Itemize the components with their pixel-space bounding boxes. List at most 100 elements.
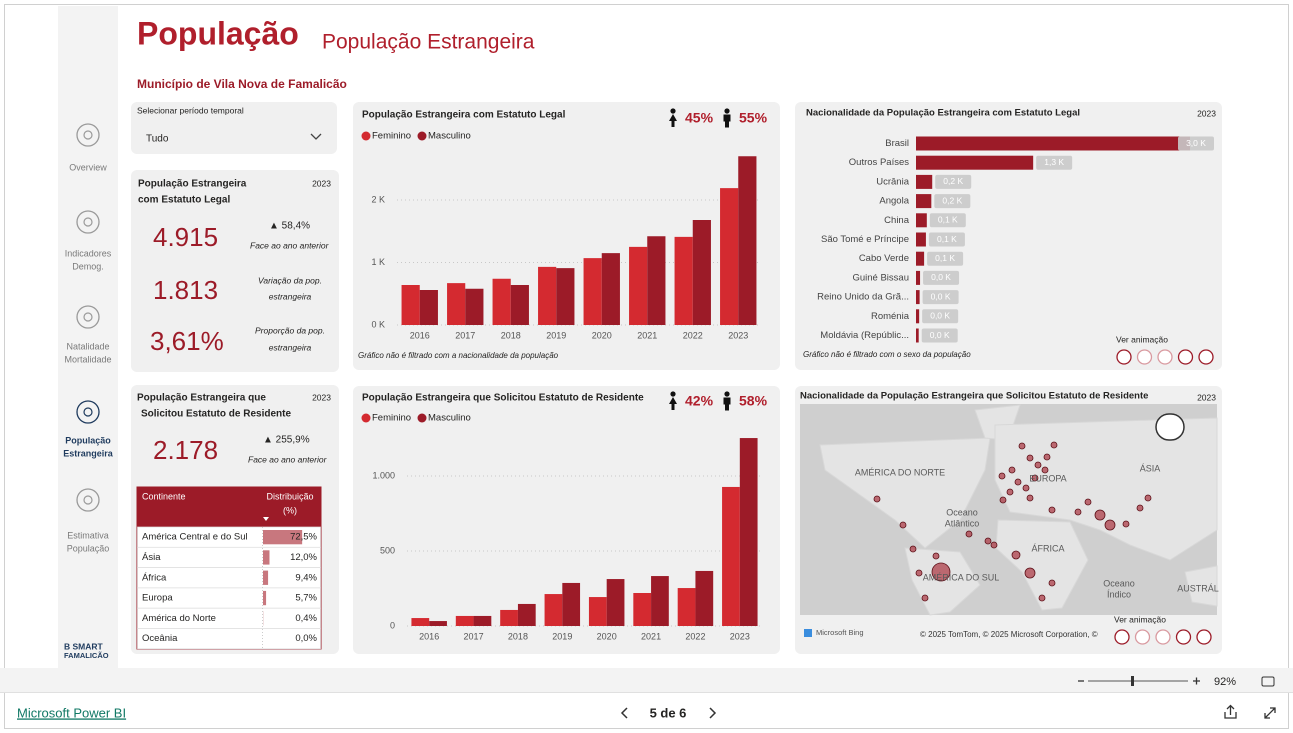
map-bubble[interactable] <box>999 496 1007 504</box>
map-bubble[interactable] <box>909 545 917 553</box>
play-button[interactable] <box>1157 349 1173 365</box>
label-box <box>934 194 971 209</box>
nav-icon[interactable] <box>76 210 100 234</box>
kpi-value: 4.915 <box>153 222 218 252</box>
nav-label[interactable]: Demog. <box>72 261 104 271</box>
dropdown[interactable] <box>137 127 330 149</box>
map-bubble[interactable] <box>1034 461 1042 469</box>
kpi-note: Variação da pop. <box>258 275 322 285</box>
kpi-value: 2.178 <box>153 435 218 465</box>
map-bubble[interactable] <box>1006 488 1014 496</box>
map-bubble[interactable] <box>998 472 1006 480</box>
chart-note: Gráfico não é filtrado com o sexo da pop… <box>803 350 971 359</box>
map-bubble[interactable] <box>1104 519 1116 531</box>
play-button[interactable] <box>1175 629 1192 645</box>
play-button[interactable] <box>1196 629 1212 645</box>
map-bubble[interactable] <box>1122 520 1130 528</box>
map-bubble[interactable] <box>1084 498 1092 506</box>
play-button[interactable] <box>1136 349 1153 365</box>
legend-swatch <box>361 131 371 141</box>
map-bubble[interactable] <box>899 521 907 529</box>
nav-label[interactable]: Natalidade <box>66 341 109 351</box>
table-cell: 5,7% <box>295 593 317 604</box>
prev-page[interactable] <box>620 707 628 719</box>
map-bubble[interactable] <box>1022 484 1030 492</box>
label-box <box>929 213 966 228</box>
play-button[interactable] <box>1134 629 1151 645</box>
x-tick-label: 2023 <box>730 631 750 641</box>
map-bubble[interactable] <box>1050 441 1058 449</box>
map-select-button[interactable] <box>1155 413 1185 441</box>
map-bubble[interactable] <box>1011 550 1021 560</box>
map-bubble[interactable] <box>873 495 881 503</box>
map-bubble[interactable] <box>1018 442 1026 450</box>
nav-icon[interactable] <box>76 488 100 512</box>
map-bubble[interactable] <box>1014 478 1022 486</box>
bar <box>916 213 927 228</box>
column-header: Distribuição <box>266 491 313 501</box>
label-box <box>935 174 972 189</box>
nav-label[interactable]: População <box>65 435 111 445</box>
legend-swatch <box>417 131 427 141</box>
fullscreen-button[interactable] <box>1264 707 1276 719</box>
zoom-plus[interactable] <box>1193 677 1200 685</box>
label-box <box>922 309 959 324</box>
play-button[interactable] <box>1155 629 1171 645</box>
logo: B SMART <box>64 641 104 651</box>
map-bubble[interactable] <box>990 541 998 549</box>
play-button[interactable] <box>1177 349 1194 365</box>
map-bubble[interactable] <box>921 594 929 602</box>
map-bubble[interactable] <box>965 530 973 538</box>
map-bubble[interactable] <box>1094 509 1106 521</box>
table-cell: 72,5% <box>290 532 317 543</box>
bar <box>720 188 739 325</box>
zoom-thumb[interactable] <box>1131 676 1134 686</box>
table-row <box>137 628 321 650</box>
play-button[interactable] <box>1114 629 1130 645</box>
card-title: População Estrangeira <box>138 179 247 190</box>
map-bubble[interactable] <box>1048 579 1056 587</box>
table-cell: 12,0% <box>290 552 317 563</box>
play-button[interactable] <box>1198 349 1214 365</box>
animation-label: Ver animação <box>1114 614 1166 624</box>
map-bubble[interactable] <box>1048 506 1056 514</box>
map-bubble[interactable] <box>1074 508 1082 516</box>
map-bubble[interactable] <box>1008 466 1016 474</box>
chart-title: População Estrangeira com Estatuto Legal <box>362 110 566 121</box>
map-bubble[interactable] <box>1043 453 1051 461</box>
nav-label[interactable]: Estimativa <box>67 530 109 540</box>
map-bubble[interactable] <box>932 552 940 560</box>
map-bubble[interactable] <box>1026 494 1034 502</box>
nav-label[interactable]: Mortalidade <box>64 354 111 364</box>
map-bubble[interactable] <box>984 537 992 545</box>
map-bubble[interactable] <box>1041 466 1049 474</box>
fit-page[interactable] <box>1261 676 1275 687</box>
dropdown-value[interactable]: Tudo <box>146 134 169 145</box>
nav-icon[interactable] <box>76 400 100 424</box>
chart-subtitle: 2023 <box>1197 108 1216 118</box>
map-bubble[interactable] <box>1038 594 1046 602</box>
bar <box>916 155 1034 170</box>
map-bubble[interactable] <box>1026 454 1034 462</box>
nav-icon[interactable] <box>76 123 100 147</box>
map-title: Nacionalidade da População Estrangeira q… <box>800 391 1148 402</box>
map-bubble[interactable] <box>1024 567 1036 579</box>
map-bubble[interactable] <box>931 562 951 582</box>
map-bubble[interactable] <box>915 569 923 577</box>
label-box <box>928 232 965 247</box>
share-button[interactable] <box>1224 704 1237 719</box>
nav-label[interactable]: Estrangeira <box>63 448 114 458</box>
nav-label[interactable]: Overview <box>69 162 107 172</box>
female-icon <box>669 397 677 410</box>
map-bubble[interactable] <box>1031 474 1039 482</box>
nav-icon[interactable] <box>76 305 100 329</box>
map-bubble[interactable] <box>1136 504 1144 512</box>
category-label: Guiné Bissau <box>852 272 909 283</box>
next-page[interactable] <box>709 707 717 719</box>
play-button[interactable] <box>1116 349 1132 365</box>
map-bubble[interactable] <box>1144 494 1152 502</box>
nav-label[interactable]: Indicadores <box>65 248 112 258</box>
map-label: Oceano <box>1103 578 1135 588</box>
brand-link[interactable]: Microsoft Power BI <box>17 705 126 720</box>
nav-label[interactable]: População <box>67 543 110 553</box>
